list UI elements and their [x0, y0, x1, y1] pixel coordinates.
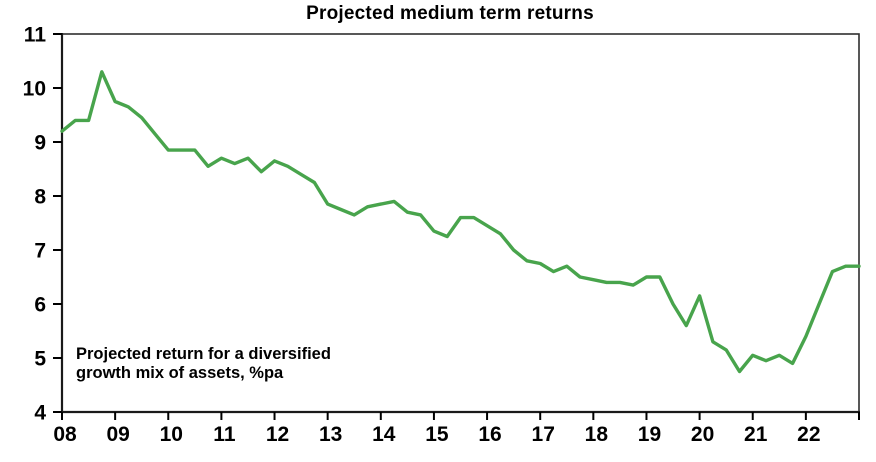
- x-axis-tick-label: 20: [691, 423, 714, 446]
- x-axis-tick-label: 09: [106, 423, 129, 446]
- y-axis-tick-label: 11: [24, 24, 47, 47]
- x-axis-tick-label: 17: [532, 423, 555, 446]
- x-axis-tick-label: 22: [797, 423, 820, 446]
- x-axis-tick-label: 19: [638, 423, 661, 446]
- projected-returns-line: [60, 70, 861, 374]
- x-axis-tick-label: 18: [585, 423, 609, 446]
- y-axis-tick-label: 10: [23, 78, 46, 101]
- series-annotation: Projected return for a diversified growt…: [76, 345, 331, 382]
- x-axis-tick-label: 08: [53, 423, 77, 446]
- y-axis-tick-label: 5: [34, 348, 46, 371]
- y-axis-tick-label: 9: [34, 132, 46, 155]
- x-axis-tick-label: 11: [213, 423, 236, 446]
- y-axis-tick-label: 8: [34, 186, 46, 209]
- x-axis-tick-label: 13: [319, 423, 342, 446]
- y-axis-tick-label: 4: [34, 402, 46, 425]
- chart-title: Projected medium term returns: [306, 3, 594, 24]
- series-annotation-line1: Projected return for a diversified: [76, 345, 331, 363]
- x-axis-tick-label: 14: [372, 423, 396, 446]
- x-axis-tick-label: 15: [425, 423, 449, 446]
- series-annotation-line2: growth mix of assets, %pa: [76, 363, 284, 382]
- x-axis-tick-label: 16: [478, 423, 501, 446]
- x-axis-tick-label: 12: [266, 423, 289, 446]
- x-axis-tick-label: 21: [744, 423, 768, 446]
- x-axis-tick-label: 10: [160, 423, 183, 446]
- y-axis-tick-label: 7: [34, 240, 46, 263]
- y-axis-tick-label: 6: [34, 294, 46, 317]
